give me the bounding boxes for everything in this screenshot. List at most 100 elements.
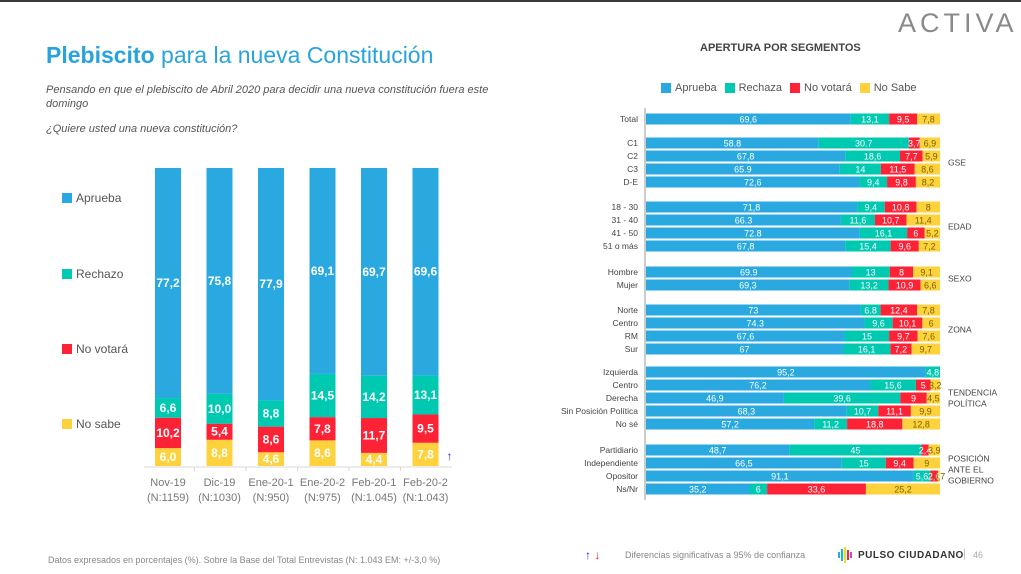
- data-label: 5,6: [916, 472, 929, 482]
- bar-segment-rechaza: [789, 444, 922, 456]
- legend-swatch-no-votara: [790, 83, 801, 93]
- segments-stacked-bar-chart: Total 69,6 13,1 9,5 7,8C1 58.8 30.7 3,7 6,9C2 67,…: [561, 108, 997, 500]
- data-label: 5,9: [925, 152, 938, 162]
- row-label: Norte: [617, 305, 638, 315]
- bar-segment-rechaza: [814, 418, 848, 430]
- bar-segment-rechaza: [845, 150, 901, 162]
- data-label: 10,0: [208, 402, 232, 416]
- data-label: 14,5: [311, 389, 335, 403]
- data-label: 74.3: [746, 319, 764, 329]
- data-label: 10,1: [899, 319, 917, 329]
- data-label: 9,5: [417, 422, 434, 436]
- data-label: 7,8: [922, 115, 935, 125]
- legend-swatch-aprueba: [62, 193, 72, 203]
- data-label: 14: [855, 165, 865, 175]
- data-label: 11,1: [886, 407, 903, 417]
- data-label: 69,6: [740, 115, 758, 125]
- data-label: 7,2: [895, 345, 908, 355]
- sample-size-label: (N:1159): [147, 492, 189, 504]
- bar-segment-aprueba: [646, 227, 860, 239]
- bar-segment-no-sabe: [914, 163, 940, 175]
- bar-segment-rechaza: [850, 113, 890, 125]
- legend-item-aprueba: Aprueba: [62, 191, 121, 205]
- data-label: 18,6: [864, 152, 882, 162]
- data-label: 67: [739, 345, 749, 355]
- subtitle: Pensando en que el plebiscito de Abril 2…: [46, 84, 489, 110]
- legend-label: No votará: [76, 342, 129, 356]
- bar-segment-rechazo: [155, 398, 181, 418]
- bar-segment-aprueba: [646, 163, 840, 175]
- legend-label: No sabe: [76, 417, 121, 431]
- data-label: 11,5: [889, 165, 906, 175]
- data-label: 9,7: [919, 345, 932, 355]
- bar-segment-no-sabe: [917, 330, 940, 342]
- bar-segment-aprueba: [155, 168, 181, 399]
- bar-segment-no-votara: [887, 176, 916, 188]
- data-label: 9,4: [865, 203, 878, 213]
- bar-segment-aprueba: [412, 168, 439, 376]
- data-label: 67,8: [737, 242, 755, 252]
- bar-segment-no-sabe: [922, 317, 940, 329]
- bar-segment-no-votara: [908, 137, 920, 149]
- segments-title: APERTURA POR SEGMENTOS: [700, 42, 861, 54]
- bar-segment-no_sabe: [361, 452, 387, 466]
- data-label: 73: [748, 306, 758, 316]
- bar-segment-no-sabe: [930, 379, 940, 391]
- bar-segment-rechaza: [859, 227, 908, 239]
- bar-segment-no-sabe: [915, 176, 940, 188]
- group-label: POLÍTICA: [948, 399, 987, 409]
- bar-segment-no-votara: [884, 201, 917, 213]
- data-label: 8,6: [263, 432, 280, 446]
- bar-segment-rechaza: [864, 317, 893, 329]
- data-label: 7,2: [923, 242, 936, 252]
- bar-segment-no-votara: [907, 227, 925, 239]
- data-label: 66.3: [735, 216, 753, 226]
- bar-segment-no_sabe: [258, 452, 284, 466]
- group-label: POSICIÓN: [948, 454, 990, 464]
- data-label: 16,1: [875, 229, 893, 239]
- legend-label: Rechaza: [738, 82, 783, 94]
- data-label: 69,1: [311, 264, 335, 278]
- bar-segment-rechaza: [842, 343, 891, 355]
- data-label: 14,2: [362, 390, 386, 404]
- bar-segment-no-votara: [889, 266, 914, 278]
- data-label: 77,9: [259, 277, 283, 291]
- category-label: Feb-20-2: [403, 477, 448, 489]
- data-label: 76,2: [749, 381, 767, 391]
- bar-segment-no-sabe: [865, 483, 940, 495]
- group-label: ZONA: [948, 325, 972, 335]
- row-label: 18 - 30: [612, 202, 639, 212]
- data-label: 69.9: [740, 268, 758, 278]
- data-label: 13: [866, 268, 876, 278]
- bar-segment-aprueba: [646, 470, 914, 482]
- bar-segment-no_sabe: [309, 440, 336, 466]
- data-label: 16,1: [858, 345, 876, 355]
- sample-size-label: (N:1.043): [403, 492, 449, 504]
- row-label: D-E: [623, 177, 638, 187]
- data-label: 33,6: [808, 485, 826, 495]
- bar-segment-rechaza: [913, 470, 931, 482]
- data-label: 9,5: [897, 115, 910, 125]
- data-label: 2,6: [928, 472, 941, 482]
- bar-segment-no-votara: [930, 470, 938, 482]
- bar-segment-no-sabe: [917, 304, 940, 316]
- activa-logo: ACTIVA: [898, 8, 1018, 38]
- bar-segment-no_sabe: [155, 448, 181, 466]
- legend-label: Aprueba: [675, 82, 717, 94]
- data-label: 3,9: [928, 446, 941, 456]
- page-number: 46: [973, 550, 984, 560]
- group-label: TENDENCIA: [948, 388, 997, 398]
- bar-segment-rechazo: [206, 393, 233, 424]
- data-label: 39,6: [833, 394, 851, 404]
- category-label: Ene-20-2: [300, 477, 345, 489]
- bar-segment-aprueba: [646, 176, 860, 188]
- bar-segment-no_votara: [155, 417, 181, 449]
- bar-segment-aprueba: [646, 266, 852, 278]
- data-label: 10,2: [156, 426, 180, 440]
- category-label: Feb-20-1: [352, 477, 397, 489]
- data-label: 7,7: [905, 152, 918, 162]
- bar-segment-rechaza: [840, 214, 876, 226]
- data-label: 13,2: [860, 281, 878, 291]
- row-label: Opositor: [606, 471, 638, 481]
- bar-segment-no-votara: [888, 279, 921, 291]
